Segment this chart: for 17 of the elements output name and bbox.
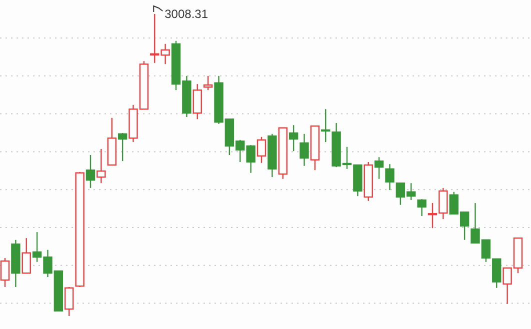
candlestick [385,163,394,191]
candlestick [300,133,309,167]
candlestick [321,108,330,143]
candlestick [64,286,74,317]
annotation: 3008.31 [164,7,208,21]
candlestick [86,154,96,189]
candlestick [0,257,10,288]
candlestick [96,148,106,184]
candlestick [22,237,31,274]
candlestick [492,258,502,289]
candlestick [203,75,213,91]
candlestick [256,136,266,164]
candlestick [417,198,426,217]
candlestick [118,132,128,162]
candlestick [374,156,384,180]
candlestick [192,83,202,120]
candlestick [288,124,298,152]
